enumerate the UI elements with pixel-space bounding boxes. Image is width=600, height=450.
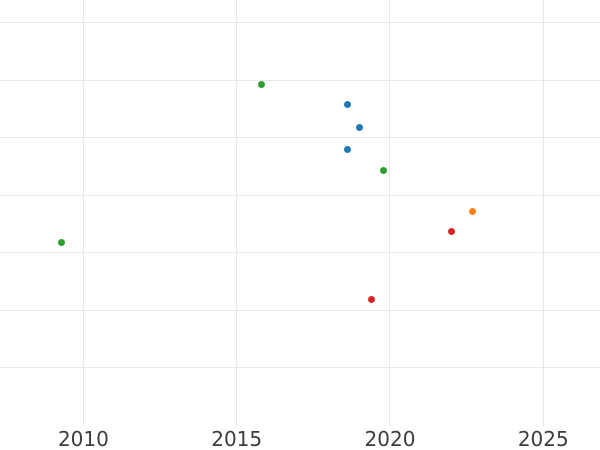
data-point-orange (469, 207, 477, 215)
y-gridline (0, 252, 600, 253)
y-gridline (0, 367, 600, 368)
data-point-green (380, 167, 388, 175)
data-point-red (368, 295, 376, 303)
y-gridline (0, 137, 600, 138)
data-point-blue (343, 100, 351, 108)
y-gridline (0, 22, 600, 23)
x-gridline (236, 0, 238, 426)
data-point-green (257, 81, 265, 89)
x-gridline (542, 0, 544, 426)
x-gridline (389, 0, 391, 426)
data-point-red (447, 227, 455, 235)
x-axis-tick-label: 2020 (364, 427, 416, 450)
x-axis-tick-label: 2025 (517, 427, 569, 450)
x-axis-tick-label: 2015 (211, 427, 263, 450)
data-point-blue (343, 146, 351, 154)
x-axis-tick-label: 2010 (57, 427, 109, 450)
data-point-blue (355, 123, 363, 131)
x-gridline (82, 0, 84, 426)
data-point-green (58, 239, 66, 247)
y-gridline (0, 309, 600, 311)
y-gridline (0, 79, 600, 81)
y-gridline (0, 194, 600, 196)
